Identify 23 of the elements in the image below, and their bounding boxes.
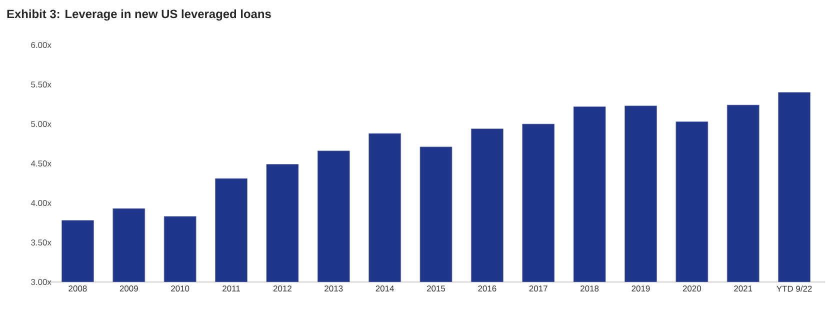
x-tick-label: 2017	[529, 286, 548, 292]
x-tick-label: 2010	[171, 286, 190, 292]
y-tick-label: 5.00x	[31, 121, 52, 127]
y-tick-label: 3.00x	[31, 279, 52, 285]
chart-title: Exhibit 3: Leverage in new US leveraged loans	[7, 9, 271, 21]
x-tick-label: 2009	[120, 286, 138, 292]
x-tick-label: 2008	[68, 286, 87, 292]
x-tick-label: 2015	[427, 286, 446, 292]
x-tick-label: 2016	[478, 286, 496, 292]
x-tick-label: 2011	[222, 286, 240, 292]
x-tick-label: 2019	[632, 286, 650, 292]
x-tick-label: YTD 9/22	[776, 286, 812, 292]
x-tick-label: 2014	[376, 286, 394, 292]
y-tick-label: 3.50x	[31, 240, 52, 246]
x-tick-label: 2013	[324, 286, 343, 292]
y-tick-label: 6.00x	[31, 42, 52, 48]
y-tick-label: 5.50x	[31, 82, 52, 88]
y-tick-label: 4.50x	[30, 160, 52, 166]
x-tick-label: 2018	[580, 286, 599, 292]
x-tick-label: 2020	[682, 286, 702, 292]
x-tick-label: 2012	[273, 286, 292, 292]
x-tick-label: 2021	[734, 286, 752, 292]
y-tick-label: 4.00x	[30, 200, 52, 206]
